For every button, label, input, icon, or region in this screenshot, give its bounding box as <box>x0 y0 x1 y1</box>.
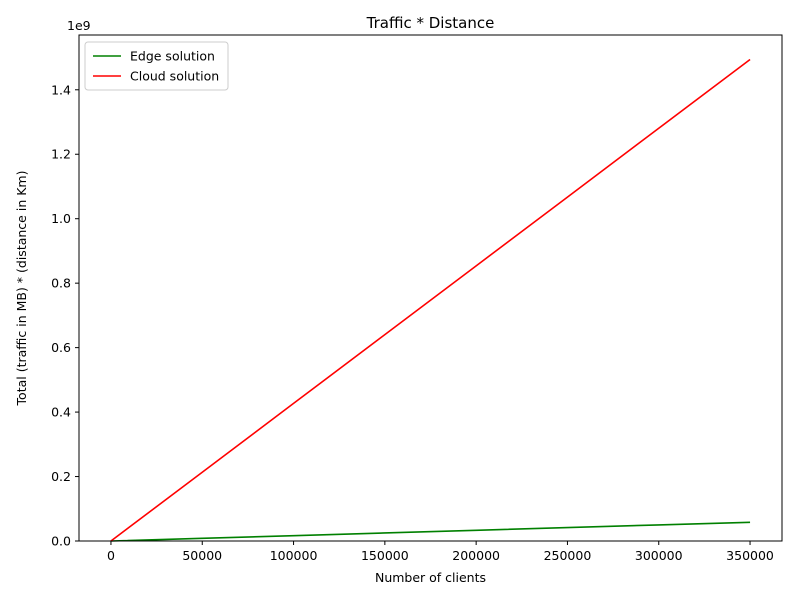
y-tick-label: 0.6 <box>51 340 71 355</box>
x-axis-label: Number of clients <box>375 570 486 585</box>
y-tick-label: 0.0 <box>51 534 71 549</box>
y-tick-label: 1.2 <box>51 147 71 162</box>
legend-box <box>84 41 229 91</box>
legend: Edge solution Cloud solution <box>84 41 229 91</box>
y-tick-label: 1.4 <box>51 82 71 97</box>
plot-frame <box>78 34 783 542</box>
y-tick-label: 0.2 <box>51 469 71 484</box>
x-tick-label: 300000 <box>635 548 683 563</box>
y-tick-label: 0.8 <box>51 276 71 291</box>
lines-layer <box>110 58 751 542</box>
x-tick-label: 200000 <box>452 548 500 563</box>
chart-title: Traffic * Distance <box>366 14 495 32</box>
x-tick-label: 50000 <box>182 548 222 563</box>
legend-label-cloud-solution: Cloud solution <box>130 69 219 84</box>
y-axis-offset-text: 1e9 <box>67 18 91 33</box>
series-line-edge-solution <box>110 521 751 542</box>
y-tick-label: 0.4 <box>51 405 71 420</box>
x-tick-label: 150000 <box>361 548 409 563</box>
x-tick-label: 0 <box>107 548 115 563</box>
x-tick-label: 350000 <box>726 548 774 563</box>
y-axis-label: Total (traffic in MB) * (distance in Km) <box>14 171 29 407</box>
x-axis: 0 50000 100000 150000 200000 250000 300000 3500… <box>107 541 774 563</box>
series-line-cloud-solution <box>110 58 751 542</box>
y-tick-label: 1.0 <box>51 211 71 226</box>
x-tick-label: 250000 <box>544 548 592 563</box>
y-axis: 0.0 0.2 0.4 0.6 0.8 1.0 1.2 1.4 <box>51 82 79 549</box>
x-tick-label: 100000 <box>270 548 318 563</box>
legend-label-edge-solution: Edge solution <box>130 49 215 64</box>
